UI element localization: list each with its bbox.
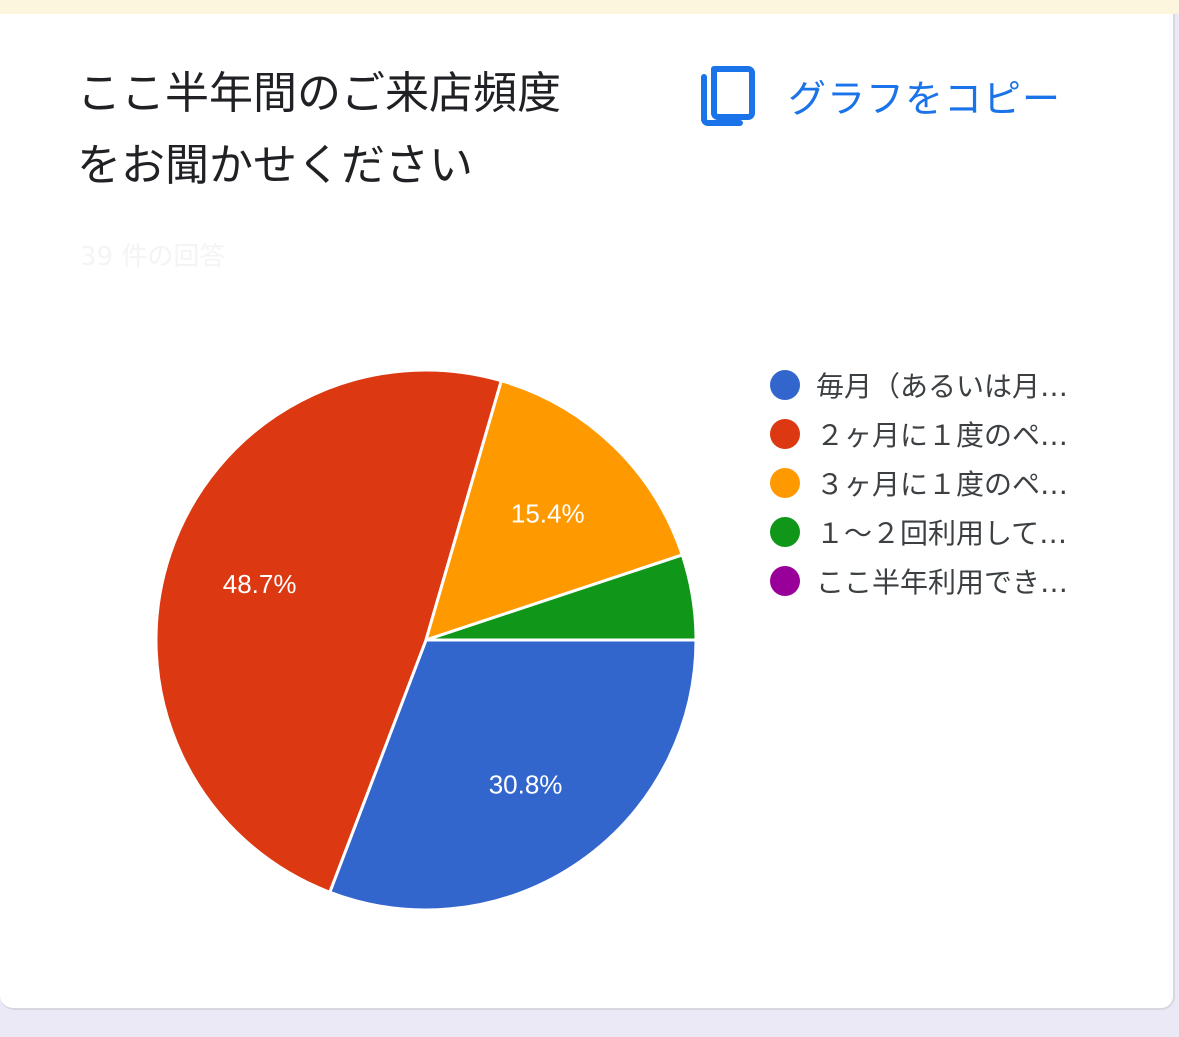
chart-title: ここ半年間のご来店頻度 をお聞かせください	[77, 68, 561, 191]
legend-item-2[interactable]: ２ヶ月に１度のペ…	[770, 409, 1068, 458]
pie-slice-label-2: 48.7%	[223, 569, 297, 599]
legend-swatch-2	[770, 418, 800, 449]
pie-slice-2[interactable]	[154, 368, 503, 894]
legend-swatch-3	[770, 467, 800, 498]
legend-item-5[interactable]: ここ半年利用でき…	[770, 556, 1068, 605]
pie-slice-4[interactable]	[424, 553, 698, 642]
legend-item-4[interactable]: １〜２回利用して…	[770, 507, 1068, 556]
copy-chart-button[interactable]: グラフをコピー	[700, 60, 1061, 130]
legend-label-2: ２ヶ月に１度のペ…	[816, 418, 1069, 452]
chart-legend: 毎月（あるいは月… ２ヶ月に１度のペ… ３ヶ月に１度のペ… １〜２回利用して… ここ半年…	[770, 360, 1068, 605]
legend-item-3[interactable]: ３ヶ月に１度のペ…	[770, 458, 1068, 507]
legend-swatch-4	[770, 516, 800, 547]
pie-slice-label-3: 15.4%	[511, 499, 585, 529]
legend-label-4: １〜２回利用して…	[816, 516, 1068, 550]
pie-slice-label-1: 30.8%	[489, 770, 563, 800]
response-count: 39 件の回答	[80, 242, 226, 272]
pie-slice-1[interactable]	[328, 638, 698, 912]
copy-chart-label: グラフをコピー	[788, 76, 1062, 121]
copy-icon	[701, 66, 755, 126]
top-band	[0, 0, 1179, 14]
legend-label-3: ３ヶ月に１度のペ…	[816, 467, 1069, 501]
legend-swatch-1	[770, 369, 800, 400]
legend-label-5: ここ半年利用でき…	[816, 565, 1069, 599]
legend-item-1[interactable]: 毎月（あるいは月…	[770, 360, 1068, 409]
legend-swatch-5	[770, 565, 800, 596]
legend-label-1: 毎月（あるいは月…	[816, 369, 1069, 403]
